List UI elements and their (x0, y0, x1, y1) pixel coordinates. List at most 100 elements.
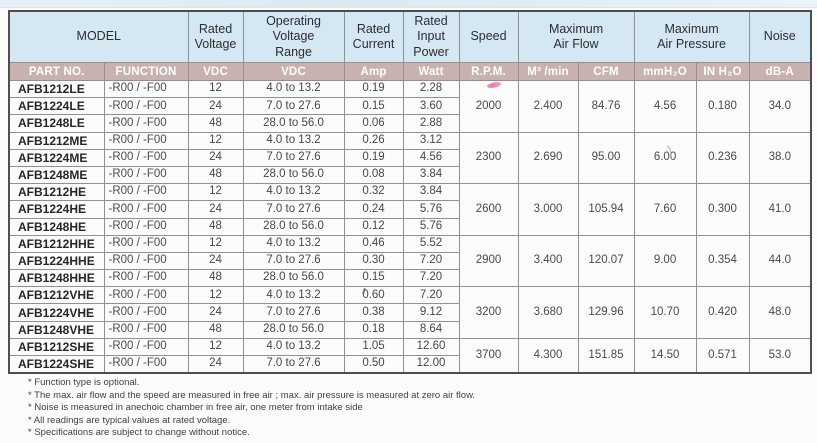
input-power-cell: 5.76 (402, 200, 460, 219)
rated-current-cell: 0.19 (343, 79, 404, 99)
input-power-cell: 4.56 (402, 148, 460, 167)
table-row: AFB1212HHE -R00 / -F00 12 4.0 to 13.2 0.46 5.… (8, 234, 812, 288)
unit-pressure-mmh2o: mmH₂O (633, 62, 697, 81)
table-row: AFB1212LE -R00 / -F00 12 4.0 to 13.2 0.19 2.2… (8, 79, 812, 133)
function-cell: -R00 / -F00 (103, 183, 189, 202)
header-rated-input-power: Rated Input Power (402, 10, 460, 63)
function-cell: -R00 / -F00 (103, 114, 189, 133)
rated-current-cell: 0.15 (343, 269, 404, 288)
rated-current-cell: 0.60 (343, 286, 404, 305)
table-row: AFB1224ME -R00 / -F00 24 7.0 to 27.6 0.19 4.5… (8, 148, 811, 167)
noise-cell: 38.0 (748, 131, 812, 185)
input-power-cell: 7.20 (402, 269, 460, 288)
pressure-inh2o-cell: 0.236 (695, 131, 750, 185)
noise-cell: 48.0 (748, 286, 812, 339)
function-cell: -R00 / -F00 (103, 200, 189, 219)
table-row: AFB1224HE -R00 / -F00 24 7.0 to 27.6 0.24 5.7… (8, 200, 811, 219)
input-power-cell: 7.20 (402, 286, 460, 305)
rated-voltage-cell: 48 (187, 320, 244, 339)
rated-current-cell: 0.26 (343, 131, 404, 150)
input-power-cell: 5.76 (402, 217, 460, 236)
input-power-cell: 12.00 (402, 355, 460, 374)
function-cell: -R00 / -F00 (103, 131, 189, 150)
unit-power-watt: Watt (402, 62, 460, 81)
pressure-inh2o-cell: 0.420 (695, 286, 750, 339)
header-max-air-flow: Maximum Air Flow (517, 10, 635, 63)
noise-cell: 44.0 (748, 234, 812, 288)
unit-function: FUNCTION (103, 62, 189, 81)
pressure-mmh2o-cell: 10.70 (633, 286, 697, 339)
header-max-air-pressure: Maximum Air Pressure (633, 10, 750, 63)
rated-voltage-cell: 12 (187, 79, 244, 99)
pressure-mmh2o-cell: 6.00 (633, 131, 697, 185)
table-row: AFB1212SHE -R00 / -F00 12 4.0 to 13.2 1.05 12… (8, 337, 812, 374)
unit-operating-range-vdc: VDC (242, 62, 345, 81)
voltage-range-cell: 7.0 to 27.6 (242, 355, 345, 374)
rated-voltage-cell: 12 (187, 337, 244, 357)
table-row: AFB1248ME -R00 / -F00 48 28.0 to 56.0 0.08 3.… (8, 165, 811, 185)
part-no-cell: AFB1212LE (8, 79, 105, 99)
part-no-cell: AFB1212ME (8, 131, 105, 150)
voltage-range-cell: 7.0 to 27.6 (242, 97, 345, 116)
footnote-line: * Noise is measured in anechoic chamber … (28, 402, 363, 414)
voltage-range-cell: 28.0 to 56.0 (242, 114, 345, 133)
header-row-main: MODEL Rated Voltage Operating Voltage Ra… (8, 10, 812, 63)
rated-current-cell: 0.18 (343, 320, 404, 339)
rated-voltage-cell: 24 (187, 97, 244, 116)
speed-cell: 2000 (458, 80, 519, 133)
voltage-range-cell: 7.0 to 27.6 (242, 251, 345, 271)
footnote-line: * Function type is optional. (28, 377, 140, 388)
header-rated-current: Rated Current (343, 10, 404, 63)
fan-spec-table: MODEL Rated Voltage Operating Voltage Ra… (8, 10, 813, 375)
table-row: AFB1224HHE -R00 / -F00 24 7.0 to 27.6 0.30 7.… (8, 251, 811, 271)
part-no-cell: AFB1248HE (8, 217, 105, 236)
header-operating-voltage-range: Operating Voltage Range (242, 10, 345, 63)
unit-pressure-inh2o: IN H₂O (695, 62, 750, 81)
rated-voltage-cell: 48 (187, 165, 244, 185)
function-cell: -R00 / -F00 (103, 217, 189, 236)
airflow-cfm-cell: 129.96 (577, 286, 635, 339)
function-cell: -R00 / -F00 (103, 337, 189, 357)
voltage-range-cell: 4.0 to 13.2 (242, 234, 345, 253)
part-no-cell: AFB1248ME (8, 165, 105, 185)
airflow-cfm-cell: 105.94 (577, 183, 635, 236)
rated-voltage-cell: 12 (187, 286, 244, 305)
input-power-cell: 2.28 (402, 79, 460, 99)
voltage-range-cell: 7.0 to 27.6 (242, 200, 345, 219)
input-power-cell: 2.88 (402, 114, 460, 133)
part-no-cell: AFB1224ME (8, 148, 105, 167)
airflow-cfm-cell: 120.07 (577, 234, 635, 288)
speed-cell: 3200 (458, 286, 519, 339)
function-cell: -R00 / -F00 (103, 148, 189, 167)
part-no-cell: AFB1248HHE (8, 269, 105, 288)
airflow-m3min-cell: 3.680 (517, 286, 579, 339)
part-no-cell: AFB1212HE (8, 183, 105, 202)
input-power-cell: 12.60 (402, 337, 460, 357)
rated-voltage-cell: 12 (187, 234, 244, 253)
speed-cell: 3700 (458, 337, 519, 374)
input-power-cell: 9.12 (402, 303, 460, 322)
function-cell: -R00 / -F00 (103, 320, 189, 339)
function-cell: -R00 / -F00 (103, 165, 189, 185)
part-no-cell: AFB1224SHE (8, 355, 105, 374)
table-row: AFB1248HHE -R00 / -F00 48 28.0 to 56.0 0.15 7… (8, 269, 811, 288)
input-power-cell: 8.64 (402, 320, 460, 339)
unit-airflow-m3min: M³ /min (517, 62, 579, 81)
voltage-range-cell: 4.0 to 13.2 (242, 337, 345, 357)
table-header: MODEL Rated Voltage Operating Voltage Ra… (8, 10, 812, 81)
voltage-range-cell: 28.0 to 56.0 (242, 217, 345, 236)
function-cell: -R00 / -F00 (103, 79, 189, 99)
rated-voltage-cell: 48 (187, 114, 244, 133)
airflow-m3min-cell: 2.690 (517, 131, 579, 185)
part-no-cell: AFB1212HHE (8, 234, 105, 253)
noise-cell: 53.0 (748, 337, 812, 374)
rated-voltage-cell: 12 (187, 131, 244, 150)
input-power-cell: 3.84 (402, 183, 460, 202)
pressure-mmh2o-cell: 14.50 (633, 337, 697, 374)
spec-table-body: AFB1212LE -R00 / -F00 12 4.0 to 13.2 0.19 2.2… (8, 79, 812, 374)
table-row: AFB1212HE -R00 / -F00 12 4.0 to 13.2 0.32 3.8… (8, 183, 812, 236)
pressure-mmh2o-cell: 7.60 (633, 183, 697, 236)
pressure-inh2o-cell: 0.354 (695, 234, 750, 288)
speed-cell: 2900 (458, 234, 519, 288)
rated-current-cell: 0.46 (343, 234, 404, 253)
